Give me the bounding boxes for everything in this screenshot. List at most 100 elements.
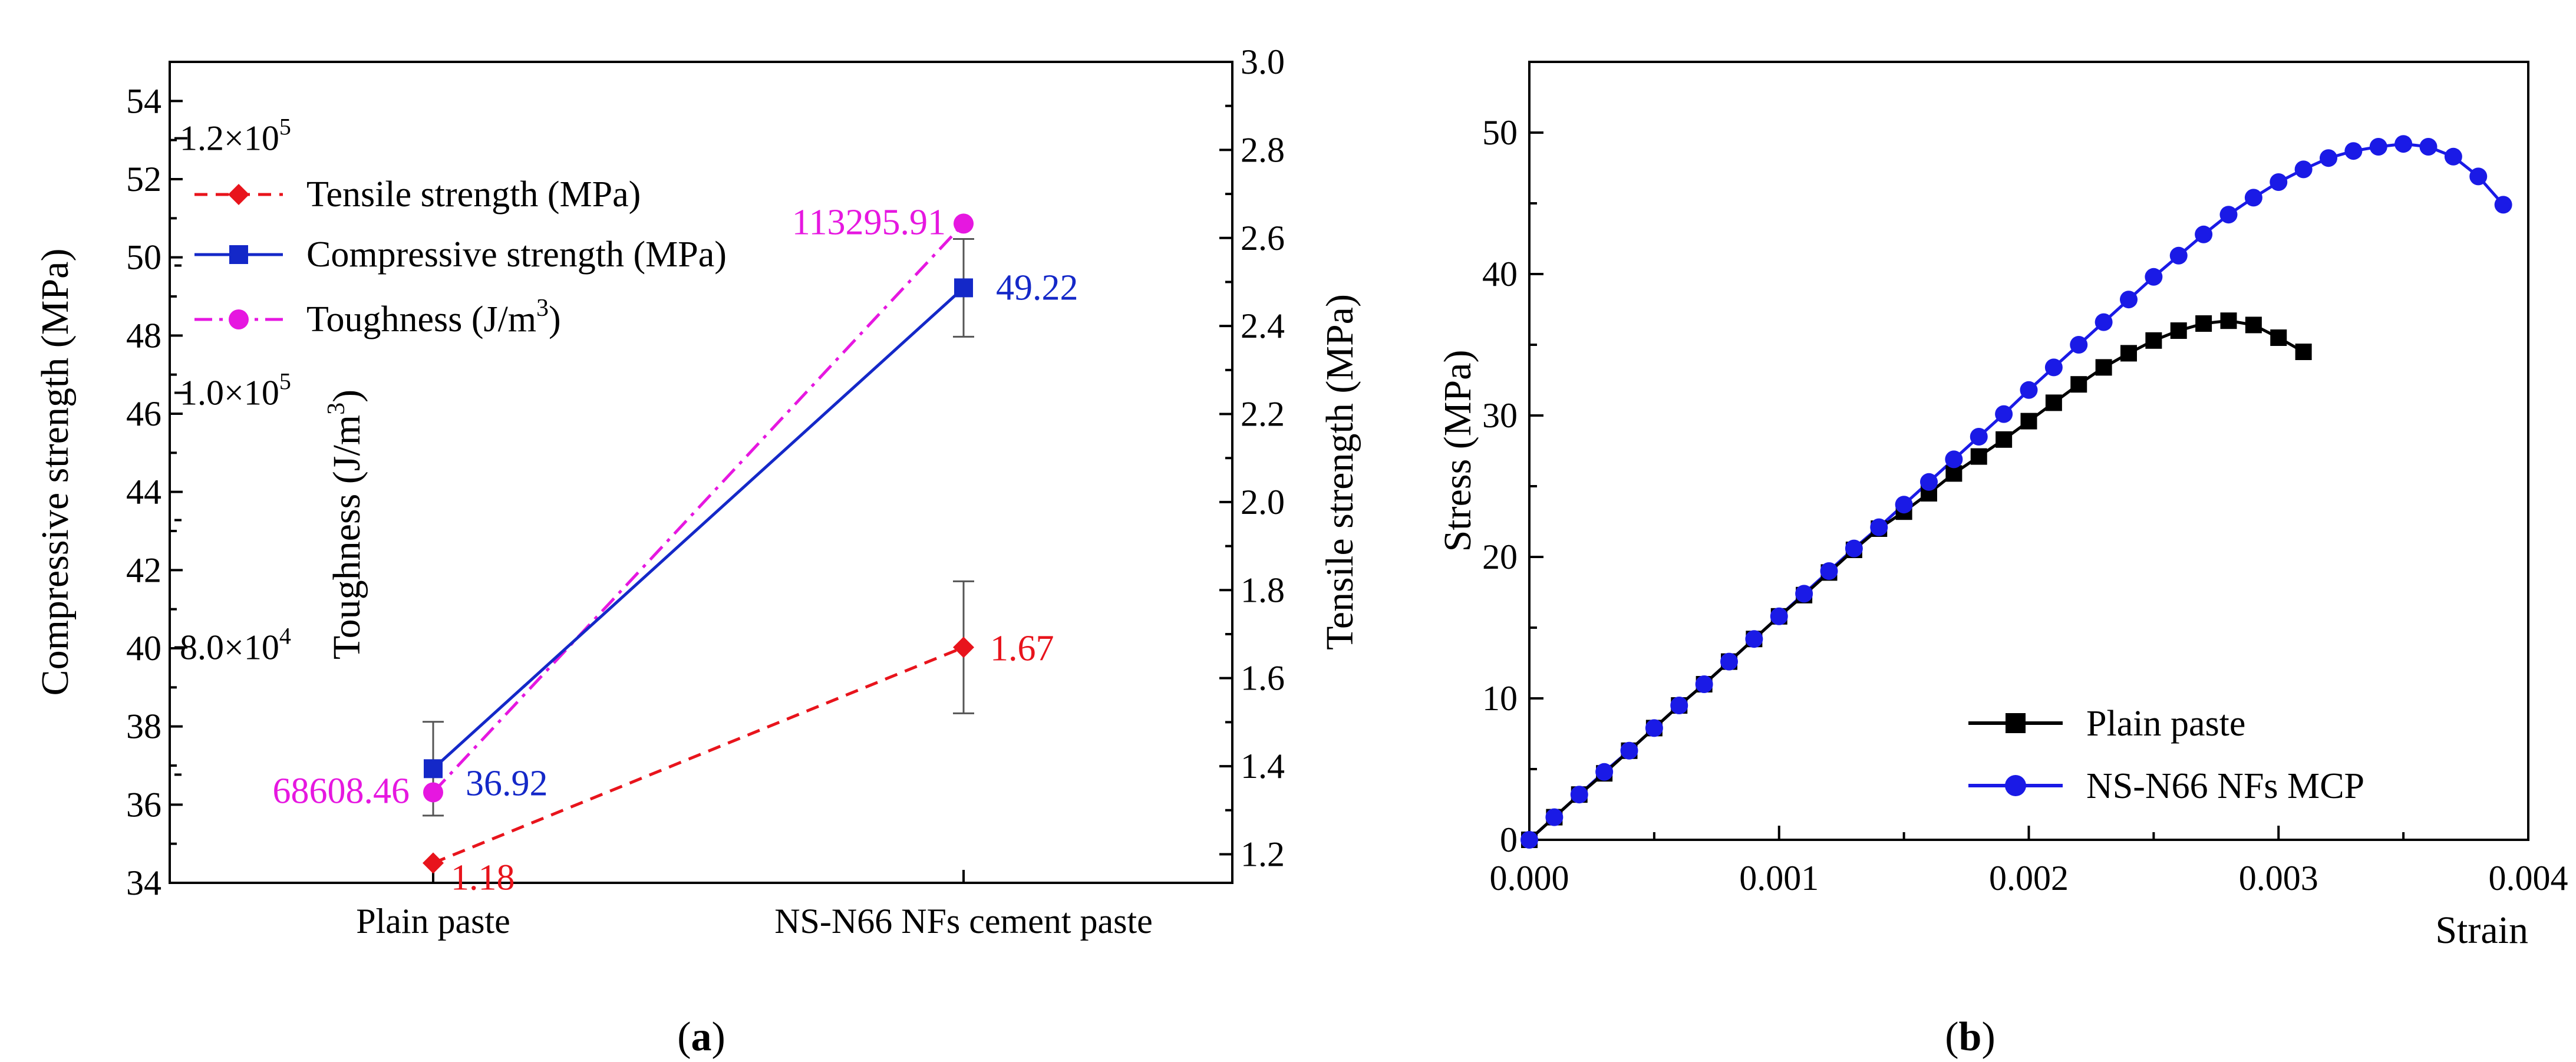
nfs-mcp-point [2145, 268, 2163, 286]
legend-toughness-label: Toughness (J/m3) [306, 295, 561, 339]
panel-a-series: 1.18 1.67 36.92 49.22 68608.46 113295.91 [273, 202, 1078, 898]
plain-paste-point [2095, 359, 2112, 376]
compressive-tick-label: 50 [126, 238, 161, 277]
nfs-mcp-point [1720, 652, 1738, 671]
nfs-mcp-point [1995, 405, 2013, 423]
stress-axis-ticks: 0 10 20 30 40 50 [1482, 61, 1543, 859]
plain-paste-point [2145, 332, 2162, 349]
nfs-mcp-point [2419, 138, 2438, 156]
nfs-mcp-point [2469, 167, 2488, 186]
compressive-line [432, 286, 965, 770]
stress-tick-label: 50 [1482, 113, 1518, 152]
stress-tick-label: 0 [1500, 820, 1518, 859]
compressive-data-label: 49.22 [996, 268, 1078, 308]
nfs-mcp-point [2369, 138, 2387, 156]
panel-a-frame [169, 61, 1233, 884]
legend-nfs-label: NS-N66 NFs MCP [2086, 766, 2364, 806]
compressive-tick-label: 34 [126, 863, 161, 902]
legend-plain-marker [2006, 713, 2026, 733]
nfs-mcp-point [2120, 291, 2138, 309]
plain-paste-point [2195, 315, 2212, 332]
tensile-tick-label: 2.2 [1241, 395, 1285, 434]
tensile-tick-label: 2.4 [1241, 306, 1285, 345]
nfs-mcp-point [2394, 135, 2413, 153]
compressive-tick-label: 54 [126, 81, 161, 120]
nfs-mcp-point [1845, 539, 1863, 558]
strain-tick-label: 0.001 [1739, 859, 1819, 898]
toughness-point [954, 213, 974, 234]
nfs-mcp-point [1620, 741, 1638, 760]
plain-paste-point [2295, 344, 2312, 360]
category-tick-label: Plain paste [356, 902, 510, 941]
toughness-axis-title: Toughness (J/m3) [323, 390, 368, 659]
nfs-mcp-point [2320, 149, 2337, 167]
compressive-tick-label: 48 [126, 316, 161, 355]
tensile-tick-label: 1.6 [1241, 659, 1285, 698]
compressive-tick-label: 40 [126, 629, 161, 668]
panel-b-caption: (b) [1945, 1014, 1996, 1060]
stress-tick-label: 10 [1482, 679, 1518, 718]
panel-a-legend: Tensile strength (MPa) Compressive stren… [194, 174, 727, 339]
toughness-tick-label: 1.2×105 [180, 114, 291, 158]
legend-compressive-label: Compressive strength (MPa) [306, 235, 727, 275]
legend-compressive-marker [229, 245, 248, 264]
plain-paste-point [2045, 394, 2062, 411]
compressive-tick-label: 52 [126, 160, 161, 199]
compressive-tick-label: 36 [126, 785, 161, 824]
tensile-data-label: 1.67 [990, 628, 1054, 668]
plain-paste-point [1970, 448, 1987, 465]
stress-tick-label: 30 [1482, 396, 1518, 435]
compressive-point [954, 278, 973, 298]
tensile-tick-label: 2.8 [1241, 130, 1285, 169]
toughness-axis-ticks: 8.0×104 1.0×105 1.2×105 [174, 114, 291, 776]
toughness-tick-label: 8.0×104 [180, 622, 291, 667]
nfs-mcp-point [1520, 831, 1538, 849]
plain-paste-point [2170, 322, 2187, 339]
nfs-mcp-point [2070, 336, 2088, 354]
nfs-mcp-point [2169, 246, 2188, 265]
strain-tick-label: 0.004 [2489, 859, 2568, 898]
nfs-mcp-point [1870, 518, 1888, 536]
stress-tick-label: 20 [1482, 537, 1518, 576]
nfs-mcp-point [2095, 313, 2113, 331]
compressive-point [424, 759, 443, 779]
tensile-tick-label: 1.4 [1241, 747, 1285, 786]
nfs-mcp-point [1595, 763, 1614, 781]
toughness-data-label: 68608.46 [273, 771, 410, 811]
tensile-tick-label: 2.6 [1241, 219, 1285, 258]
plain-paste-point [2120, 345, 2137, 362]
compressive-axis-ticks: 34 36 38 40 42 44 46 48 50 52 54 [126, 61, 183, 902]
panel-b-series [1520, 135, 2512, 849]
nfs-mcp-point [1670, 697, 1688, 714]
strain-tick-label: 0.002 [1989, 859, 2069, 898]
toughness-data-label: 113295.91 [792, 202, 946, 242]
strain-tick-label: 0.003 [2239, 859, 2318, 898]
tensile-tick-label: 1.2 [1241, 835, 1285, 873]
nfs-mcp-point [1645, 719, 1663, 737]
nfs-mcp-point [1820, 562, 1838, 580]
legend-tensile-label: Tensile strength (MPa) [306, 174, 641, 215]
tensile-point [423, 852, 444, 874]
nfs-mcp-point [2270, 173, 2288, 191]
stress-tick-label: 40 [1482, 255, 1518, 293]
plain-paste-point [2220, 312, 2237, 329]
compressive-tick-label: 46 [126, 394, 161, 433]
plain-paste-point [2070, 376, 2087, 393]
nfs-mcp-point [1945, 450, 1963, 469]
plain-paste-point [2020, 413, 2037, 430]
plain-paste-point [2270, 329, 2287, 346]
nfs-mcp-point [1895, 496, 1913, 514]
nfs-mcp-point [2244, 189, 2262, 207]
tensile-point [953, 636, 974, 658]
strain-axis-title: Strain [2435, 909, 2528, 952]
nfs-mcp-point [2344, 142, 2363, 160]
plain-paste-point [1996, 431, 2013, 448]
nfs-mcp-point [1745, 630, 1763, 648]
nfs-mcp-point [2444, 147, 2462, 166]
nfs-mcp-point [1795, 585, 1813, 603]
nfs-mcp-point [2219, 206, 2238, 224]
compressive-data-label: 36.92 [466, 763, 548, 803]
nfs-mcp-point [1770, 607, 1788, 625]
tensile-tick-label: 3.0 [1241, 42, 1285, 81]
